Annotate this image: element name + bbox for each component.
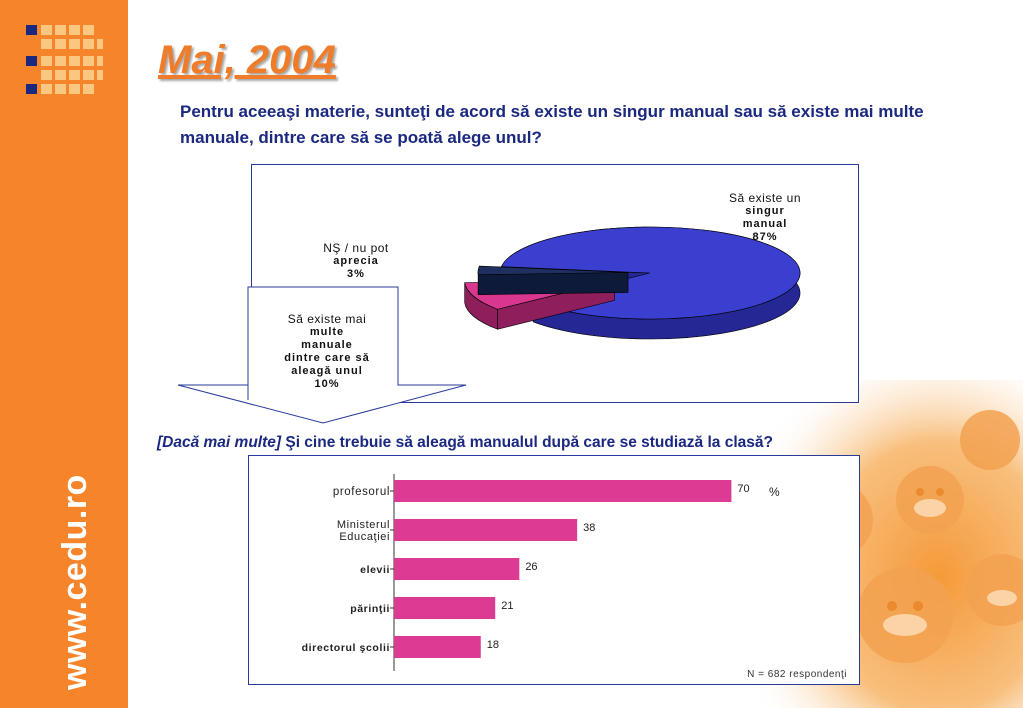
bar-value-label: 38 <box>583 522 595 534</box>
pie-label-multe-manuale: Să existe mai multe manuale dintre care … <box>256 313 398 391</box>
pie-label-line: manual <box>742 218 788 230</box>
pie-label-value: 3% <box>347 268 365 280</box>
page-title: Mai, 2004 <box>158 38 336 82</box>
unit-label: % <box>769 485 780 499</box>
sample-size-note: N = 682 respondenţi <box>747 669 847 680</box>
category-label: Educaţiei <box>339 531 390 543</box>
pie-label-line: dintre care să <box>284 352 370 364</box>
follow-up-question: [Dacă mai multe] Şi cine trebuie să alea… <box>157 434 917 452</box>
pie-label-line: aleagă unul <box>291 365 363 377</box>
pie-label-nu-pot: NŞ / nu pot aprecia 3% <box>300 242 412 281</box>
bar-value-label: 70 <box>737 483 749 495</box>
pie-slice <box>477 265 629 296</box>
category-label: profesorul <box>333 486 390 498</box>
pie-label-line: multe <box>309 326 345 338</box>
pie-chart <box>464 226 801 340</box>
category-label: directorul şcolii <box>302 642 390 654</box>
bar-value-label: 21 <box>501 600 513 612</box>
bar-chart-frame: 70 profesorul 38 Ministerul Educaţiei 26 elevi… <box>248 455 860 685</box>
pie-label-line: aprecia <box>333 255 379 267</box>
pie-slice-top <box>477 265 629 276</box>
pie-label-line: Să existe mai <box>287 312 367 326</box>
bar <box>394 519 578 541</box>
pie-label-line: Să existe un <box>728 191 802 205</box>
site-url: www.cedu.ro <box>56 474 94 690</box>
bar <box>394 558 520 580</box>
pie-label-line: singur <box>745 205 785 217</box>
bar <box>394 636 481 658</box>
survey-question: Pentru aceeaşi materie, sunteţi de acord… <box>180 102 924 147</box>
bar <box>394 480 732 502</box>
pie-label-value: 10% <box>314 378 340 390</box>
bar <box>394 597 496 619</box>
bar-value-label: 26 <box>525 561 537 573</box>
bar-value-label: 18 <box>487 639 499 651</box>
pie-slice-edge <box>477 272 629 296</box>
category-label: părinţii <box>350 603 390 615</box>
follow-up-text: Şi cine trebuie să aleagă manualul după … <box>281 434 773 451</box>
follow-up-condition: [Dacă mai multe] <box>157 434 282 451</box>
logo-grid-icon <box>26 25 103 94</box>
pie-label-value: 87% <box>752 231 778 243</box>
pie-label-line: manuale <box>301 339 353 351</box>
pie-label-line: NŞ / nu pot <box>323 241 389 255</box>
pie-label-singur-manual: Să existe un singur manual 87% <box>700 192 830 244</box>
down-arrow-callout <box>177 286 467 424</box>
sidebar-band: www.cedu.ro <box>0 0 128 708</box>
category-label: Ministerul <box>337 519 390 531</box>
category-label: elevii <box>360 564 390 576</box>
